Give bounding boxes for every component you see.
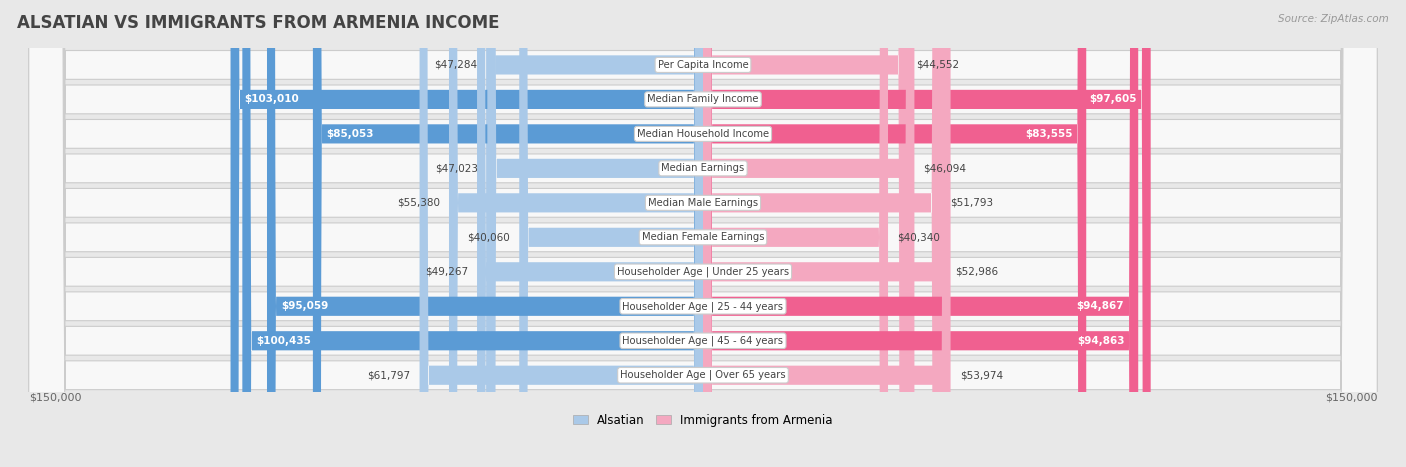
Text: $100,435: $100,435	[256, 336, 311, 346]
Text: ALSATIAN VS IMMIGRANTS FROM ARMENIA INCOME: ALSATIAN VS IMMIGRANTS FROM ARMENIA INCO…	[17, 14, 499, 32]
FancyBboxPatch shape	[28, 0, 1378, 467]
Text: $94,863: $94,863	[1077, 336, 1125, 346]
FancyBboxPatch shape	[449, 0, 703, 467]
Text: $85,053: $85,053	[326, 129, 374, 139]
FancyBboxPatch shape	[28, 0, 1378, 467]
Text: Per Capita Income: Per Capita Income	[658, 60, 748, 70]
Text: $40,060: $40,060	[467, 232, 510, 242]
Text: Median Male Earnings: Median Male Earnings	[648, 198, 758, 208]
FancyBboxPatch shape	[28, 0, 1378, 467]
Text: $55,380: $55,380	[396, 198, 440, 208]
Text: $52,986: $52,986	[955, 267, 998, 277]
Text: Householder Age | 45 - 64 years: Householder Age | 45 - 64 years	[623, 335, 783, 346]
FancyBboxPatch shape	[28, 0, 1378, 467]
Text: $95,059: $95,059	[281, 301, 328, 311]
Text: Source: ZipAtlas.com: Source: ZipAtlas.com	[1278, 14, 1389, 24]
FancyBboxPatch shape	[28, 0, 1378, 467]
FancyBboxPatch shape	[419, 0, 703, 467]
Text: $53,974: $53,974	[960, 370, 1002, 380]
Text: Median Family Income: Median Family Income	[647, 94, 759, 105]
FancyBboxPatch shape	[703, 0, 907, 467]
FancyBboxPatch shape	[703, 0, 950, 467]
Text: $44,552: $44,552	[917, 60, 960, 70]
Text: $40,340: $40,340	[897, 232, 941, 242]
FancyBboxPatch shape	[28, 0, 1378, 467]
FancyBboxPatch shape	[703, 0, 1137, 467]
FancyBboxPatch shape	[28, 0, 1378, 467]
FancyBboxPatch shape	[28, 0, 1378, 467]
FancyBboxPatch shape	[703, 0, 889, 467]
Text: $61,797: $61,797	[367, 370, 411, 380]
Text: $94,867: $94,867	[1077, 301, 1125, 311]
Text: $46,094: $46,094	[924, 163, 966, 173]
FancyBboxPatch shape	[28, 0, 1378, 467]
Text: $49,267: $49,267	[425, 267, 468, 277]
Text: Householder Age | Over 65 years: Householder Age | Over 65 years	[620, 370, 786, 381]
Text: Householder Age | 25 - 44 years: Householder Age | 25 - 44 years	[623, 301, 783, 311]
FancyBboxPatch shape	[519, 0, 703, 467]
FancyBboxPatch shape	[477, 0, 703, 467]
FancyBboxPatch shape	[267, 0, 703, 467]
Text: $51,793: $51,793	[949, 198, 993, 208]
FancyBboxPatch shape	[231, 0, 703, 467]
Text: $150,000: $150,000	[1324, 392, 1378, 403]
Text: $47,023: $47,023	[434, 163, 478, 173]
Text: $97,605: $97,605	[1090, 94, 1137, 105]
Text: Median Household Income: Median Household Income	[637, 129, 769, 139]
FancyBboxPatch shape	[703, 0, 1137, 467]
Text: Householder Age | Under 25 years: Householder Age | Under 25 years	[617, 267, 789, 277]
Text: $83,555: $83,555	[1025, 129, 1073, 139]
FancyBboxPatch shape	[703, 0, 1150, 467]
FancyBboxPatch shape	[486, 0, 703, 467]
Legend: Alsatian, Immigrants from Armenia: Alsatian, Immigrants from Armenia	[568, 409, 838, 432]
FancyBboxPatch shape	[703, 0, 941, 467]
FancyBboxPatch shape	[28, 0, 1378, 467]
Text: $47,284: $47,284	[434, 60, 477, 70]
Text: $150,000: $150,000	[28, 392, 82, 403]
Text: Median Female Earnings: Median Female Earnings	[641, 232, 765, 242]
FancyBboxPatch shape	[314, 0, 703, 467]
FancyBboxPatch shape	[703, 0, 914, 467]
FancyBboxPatch shape	[488, 0, 703, 467]
Text: $103,010: $103,010	[245, 94, 299, 105]
FancyBboxPatch shape	[242, 0, 703, 467]
FancyBboxPatch shape	[703, 0, 1087, 467]
FancyBboxPatch shape	[703, 0, 946, 467]
Text: Median Earnings: Median Earnings	[661, 163, 745, 173]
